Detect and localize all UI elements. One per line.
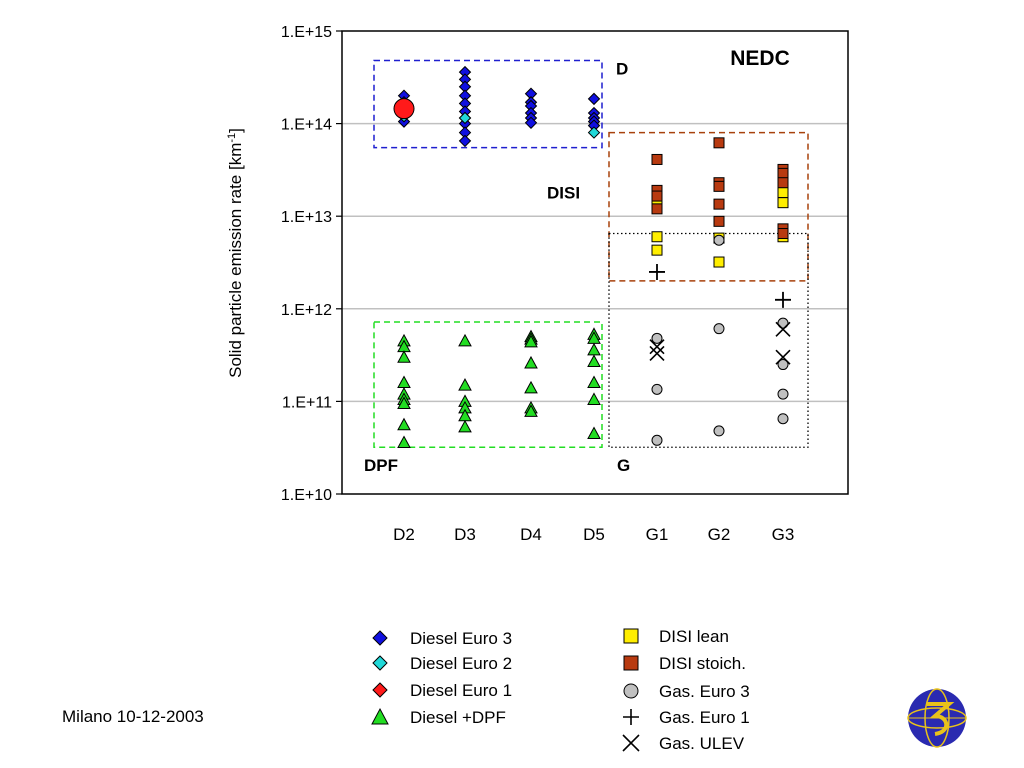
legend-marker-gas-ulev [622,734,640,752]
data-point-gas-ulev [775,349,791,365]
legend-marker-disi-lean [623,628,639,644]
x-tick-label: D5 [583,525,605,544]
legend-label: DISI stoich. [659,654,746,673]
data-point-diesel-dpf [524,404,538,417]
legend-label: Diesel +DPF [410,708,506,727]
data-point-diesel-dpf [397,350,411,363]
data-point-diesel-dpf [397,417,411,431]
group-box-disi [608,131,809,282]
data-point-disi-lean [651,231,663,243]
legend-label: Diesel Euro 3 [410,629,512,648]
data-point-diesel-dpf [587,392,601,405]
legend-marker-diesel-dpf [371,707,389,725]
y-axis-title: Solid particle emission rate [km-1] [226,128,245,378]
footer-date: Milano 10-12-2003 [62,707,204,726]
data-point-disi-stoich [713,180,725,192]
data-point-gas-euro-3 [713,234,725,246]
group-box-label-dpf: DPF [364,456,398,475]
data-point-diesel-dpf [587,354,601,367]
y-tick-label: 1.E+10 [281,487,332,504]
group-box-label-d: D [616,60,628,79]
data-point-gas-euro-3 [651,434,663,446]
data-point-gas-euro-3 [651,383,663,395]
data-point-disi-stoich [651,203,663,215]
data-point-gas-euro-1 [775,291,791,308]
x-tick-label: G3 [772,525,795,544]
data-point-disi-stoich [713,215,725,227]
data-point-disi-stoich [777,177,789,189]
data-point-gas-ulev [649,339,665,355]
data-point-gas-euro-3 [713,425,725,437]
data-point-disi-lean [651,244,663,256]
legend-marker-gas-euro-1 [623,709,639,725]
x-tick-label: G1 [646,525,669,544]
y-tick-label: 1.E+15 [281,24,332,41]
legend-label: DISI lean [659,627,729,646]
data-point-diesel-dpf [458,378,472,391]
data-point-gas-euro-3 [777,413,789,425]
data-point-diesel-euro-1 [393,98,415,120]
legend-marker-disi-stoich [623,655,639,671]
y-tick-label: 1.E+13 [281,209,332,226]
data-point-disi-stoich [713,198,725,210]
legend-marker-gas-euro-3 [623,683,639,699]
data-point-gas-euro-3 [777,317,789,329]
group-box-label-disi: DISI [547,184,580,203]
legend-label: Gas. ULEV [659,734,745,753]
data-point-disi-stoich [713,137,725,149]
data-point-gas-euro-3 [713,323,725,335]
data-point-gas-euro-3 [777,359,789,371]
group-box-dpf [373,321,603,448]
data-point-diesel-dpf [397,435,411,448]
group-box-d [373,59,603,149]
chart-title: NEDC [730,47,790,70]
data-point-disi-lean [777,187,789,199]
data-point-diesel-dpf [524,380,538,394]
legend-label: Diesel Euro 1 [410,681,512,700]
data-point-gas-euro-1 [649,263,665,280]
data-point-diesel-euro-3 [458,134,472,148]
data-point-diesel-euro-2 [458,111,472,125]
data-point-diesel-dpf [524,355,538,369]
y-tick-label: 1.E+11 [282,394,332,411]
x-tick-label: G2 [708,525,731,544]
plot-border [341,30,849,495]
data-point-disi-lean [713,256,725,268]
legend-label: Gas. Euro 3 [659,682,750,701]
y-tick-label: 1.E+14 [281,117,332,134]
data-point-diesel-dpf [458,419,472,433]
legend-marker-diesel-euro-3 [372,630,388,646]
data-point-diesel-dpf [587,426,601,440]
data-point-disi-stoich [651,190,663,202]
group-box-label-g: G [617,456,630,475]
data-point-diesel-euro-3 [524,116,538,130]
data-point-diesel-dpf [587,375,601,388]
legend-label: Gas. Euro 1 [659,708,750,727]
globe-logo-icon [905,686,969,755]
legend-label: Diesel Euro 2 [410,654,512,673]
x-tick-label: D3 [454,525,476,544]
x-tick-label: D4 [520,525,542,544]
data-point-disi-lean [777,197,789,209]
data-point-gas-euro-3 [777,388,789,400]
data-point-gas-ulev [775,321,791,337]
data-point-diesel-dpf [397,396,411,409]
x-tick-label: D2 [393,525,415,544]
data-point-diesel-euro-2 [587,126,601,139]
y-tick-label: 1.E+12 [281,302,332,319]
group-box-g [608,232,809,448]
data-point-diesel-dpf [524,334,538,348]
data-point-disi-stoich [651,153,663,165]
data-point-diesel-dpf [458,333,472,347]
data-point-gas-ulev [649,345,665,361]
data-point-diesel-euro-3 [587,92,601,106]
data-point-disi-stoich [777,167,789,179]
legend-marker-diesel-euro-2 [372,655,388,671]
legend-marker-diesel-euro-1 [372,682,388,698]
data-point-gas-euro-3 [651,332,663,344]
data-point-disi-stoich [777,228,789,240]
